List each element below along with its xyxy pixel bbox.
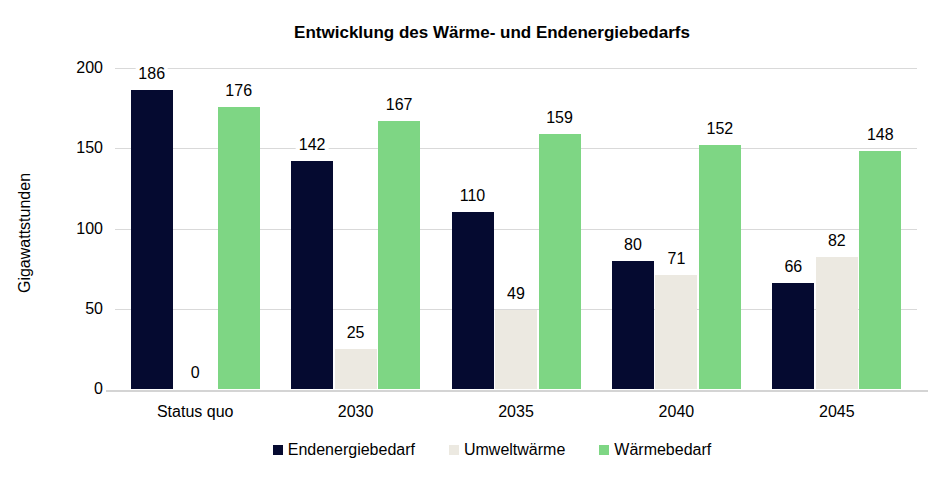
bar-value-label: 110 xyxy=(457,186,489,206)
bar-umweltwärme xyxy=(495,310,537,389)
y-tick-label: 150 xyxy=(55,139,103,157)
legend-item-endenergiebedarf: Endenergiebedarf xyxy=(273,441,415,459)
bar-endenergiebedarf xyxy=(452,212,494,389)
bar-wärmebedarf xyxy=(539,134,581,389)
bar-value-label: 0 xyxy=(188,363,203,383)
bar-endenergiebedarf xyxy=(291,161,333,389)
legend-label: Endenergiebedarf xyxy=(288,441,415,459)
bar-endenergiebedarf xyxy=(612,261,654,389)
y-tick-label: 100 xyxy=(55,220,103,238)
bar-value-label: 148 xyxy=(864,125,897,145)
bar-value-label: 142 xyxy=(296,135,329,155)
plot-area: 0 50 100 150 200 Status quo 186 0 176 2030 142 25 16… xyxy=(0,0,946,502)
bar-value-label: 159 xyxy=(543,108,576,128)
bar-wärmebedarf xyxy=(378,121,420,389)
bar-umweltwärme xyxy=(335,349,377,389)
bar-wärmebedarf xyxy=(859,151,901,389)
legend: Endenergiebedarf Umweltwärme Wärmebedarf xyxy=(0,441,946,459)
bar-wärmebedarf xyxy=(699,145,741,389)
x-category-label: Status quo xyxy=(157,403,234,421)
bar-value-label: 66 xyxy=(781,257,805,277)
legend-label: Umweltwärme xyxy=(464,441,565,459)
y-tick-label: 50 xyxy=(55,300,103,318)
y-tick-label: 0 xyxy=(55,380,103,398)
bar-endenergiebedarf xyxy=(772,283,814,389)
x-axis-line xyxy=(106,390,928,392)
x-category-label: 2040 xyxy=(659,403,695,421)
bar-value-label: 186 xyxy=(135,64,168,84)
bar-value-label: 82 xyxy=(825,231,849,251)
x-category-label: 2035 xyxy=(498,403,534,421)
gridline xyxy=(115,68,917,69)
y-tick-label: 200 xyxy=(55,59,103,77)
bar-value-label: 167 xyxy=(383,95,416,115)
bar-umweltwärme xyxy=(655,275,697,389)
bar-value-label: 25 xyxy=(344,323,368,343)
legend-swatch-icon xyxy=(273,445,283,455)
legend-item-wärmebedarf: Wärmebedarf xyxy=(599,441,711,459)
bar-value-label: 152 xyxy=(704,119,737,139)
bar-value-label: 80 xyxy=(621,235,645,255)
bar-endenergiebedarf xyxy=(131,90,173,389)
y-axis-label: Gigawattstunden xyxy=(16,173,34,293)
bar-value-label: 71 xyxy=(664,249,688,269)
bar-wärmebedarf xyxy=(218,107,260,389)
legend-swatch-icon xyxy=(449,445,459,455)
bar-value-label: 176 xyxy=(222,81,255,101)
legend-item-umweltwärme: Umweltwärme xyxy=(449,441,565,459)
chart-container: Entwicklung des Wärme- und Endenergiebed… xyxy=(0,0,946,502)
x-category-label: 2045 xyxy=(819,403,855,421)
bar-umweltwärme xyxy=(816,257,858,389)
legend-swatch-icon xyxy=(599,445,609,455)
bar-value-label: 49 xyxy=(504,284,528,304)
legend-label: Wärmebedarf xyxy=(614,441,711,459)
x-category-label: 2030 xyxy=(338,403,374,421)
